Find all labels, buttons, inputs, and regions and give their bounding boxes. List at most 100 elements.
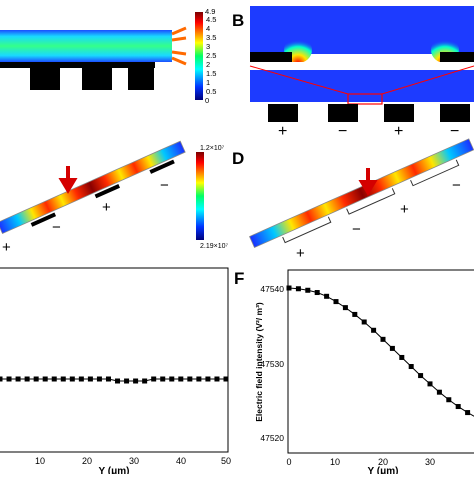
panel-f-data-point <box>437 390 442 395</box>
panel-b-electrode-top-left <box>250 52 292 62</box>
panel-e-data-point <box>187 377 192 382</box>
panel-e-xlabel: Y (μm) <box>99 466 130 474</box>
panel-e-data-point <box>16 377 21 382</box>
panel-b-electrode <box>384 104 414 122</box>
panel-a-outlet-branches <box>172 28 186 64</box>
panel-c-sign: + <box>2 239 11 256</box>
panel-b-gap <box>250 62 474 70</box>
panel-b-electrode <box>268 104 298 122</box>
panel-e-data-point <box>34 377 39 382</box>
panel-d-letter: D <box>232 149 244 168</box>
panel-b-electrode-sign: + <box>394 123 403 140</box>
panel-f-data-point <box>315 290 320 295</box>
panel-c-cbar-bottom: 2.19×10⁷ <box>200 243 228 250</box>
panel-b-electrode <box>328 104 358 122</box>
panel-c-cbar-top: 1.2×10⁷ <box>200 145 225 152</box>
panel-c: + − + − 1.2×10⁷ 2.19×10⁷ <box>0 141 228 256</box>
panel-a-electrode <box>82 68 112 90</box>
panel-d-sign: − <box>352 221 361 238</box>
panel-a-electrode <box>30 68 60 90</box>
panel-b-letter: B <box>232 11 244 30</box>
panel-a-cbar-tick: 3 <box>206 42 210 51</box>
panel-b: B + − + − <box>232 6 474 140</box>
panel-d-channel <box>250 139 474 248</box>
panel-a-cbar-tick: 2.5 <box>206 51 216 60</box>
panel-f-data-point-line <box>289 288 474 418</box>
panel-a-cbar-tick: 0.5 <box>206 87 216 96</box>
panel-c-channel <box>0 141 185 233</box>
panel-f-data-point <box>371 328 376 333</box>
panel-e-xtick: 10 <box>35 456 45 466</box>
panel-e-data-point <box>196 377 201 382</box>
panel-e-data-point <box>79 377 84 382</box>
panel-a-cbar-bottom: 0 <box>205 96 209 105</box>
panel-f-ylabel: Electric field intensity (V²/ m³) <box>254 302 264 422</box>
panel-b-electrode-sign: + <box>278 123 287 140</box>
panel-e-data-point <box>214 377 219 382</box>
panel-f-data-point <box>409 364 414 369</box>
panel-f-xlabel: Y (μm) <box>368 466 399 474</box>
panel-c-sign: − <box>52 219 61 236</box>
panel-f-xtick: 10 <box>330 457 340 467</box>
panel-a-electrode <box>128 68 154 90</box>
panel-f-data-point <box>287 286 292 291</box>
panel-e-data-point <box>52 377 57 382</box>
panel-d: D + − + − <box>232 139 474 262</box>
panel-e-data-point <box>0 377 3 382</box>
panel-e-xtick: 30 <box>129 456 139 466</box>
panel-f-data-point <box>418 373 423 378</box>
panel-f-data-point <box>324 294 329 299</box>
panel-e-data-point <box>43 377 48 382</box>
panel-f-data-point <box>352 312 357 317</box>
panel-f-letter: F <box>234 269 244 288</box>
panel-d-sign: + <box>400 201 409 218</box>
panel-b-electrode-sign: − <box>450 123 459 140</box>
panel-f-data-point <box>428 381 433 386</box>
panel-f-ytick: 47540 <box>260 284 284 294</box>
panel-c-arrow <box>62 166 74 190</box>
panel-e-series <box>0 377 229 384</box>
panel-e-data-point <box>160 377 165 382</box>
panel-e-data-point <box>133 379 138 384</box>
panel-d-channel-group <box>250 139 474 255</box>
panel-e-xtick: 40 <box>176 456 186 466</box>
panel-b-electrode-top-right <box>440 52 474 62</box>
panel-e-data-point <box>25 377 30 382</box>
panel-a-channel <box>0 30 172 62</box>
panel-d-arrow <box>362 168 374 192</box>
panel-f-data-point <box>390 346 395 351</box>
panel-f-data-point <box>399 355 404 360</box>
panel-f-data-point <box>343 305 348 310</box>
panel-e-data-point <box>142 379 147 384</box>
panel-f-data-point <box>296 286 301 291</box>
panel-b-field-bottom <box>250 70 474 102</box>
panel-e-data-point <box>178 377 183 382</box>
panel-b-electrode-sign: − <box>338 123 347 140</box>
panel-e-data-point <box>106 377 111 382</box>
panel-a-cbar-tick: 3.5 <box>206 33 216 42</box>
panel-e-data-point <box>151 377 156 382</box>
panel-e-data-point <box>205 377 210 382</box>
panel-f-data-point <box>381 337 386 342</box>
panel-e-data-point <box>169 377 174 382</box>
panel-f-data-point <box>305 288 310 293</box>
panel-e-xtick: 50 <box>221 456 231 466</box>
panel-f-data-point <box>362 319 367 324</box>
panel-e-data-point <box>97 377 102 382</box>
panel-e-axis-frame <box>0 268 228 452</box>
panel-c-sign: − <box>160 177 169 194</box>
panel-f-data-point <box>446 397 451 402</box>
panel-f-xtick: 0 <box>286 457 291 467</box>
panel-f-ytick: 47520 <box>260 433 284 443</box>
panel-a-cbar-tick: 1 <box>206 78 210 87</box>
panel-f-axis-frame <box>288 270 474 453</box>
panel-a-substrate-bar <box>0 62 155 68</box>
panel-a: 4.9 4.5 4 3.5 3 2.5 2 1.5 1 0.5 0 <box>0 7 216 105</box>
panel-f: F 47540 47530 47520 0 10 20 30 Y (μm) El… <box>234 269 474 474</box>
panel-e: 10 20 30 40 50 Y (μm) <box>0 268 231 474</box>
panel-e-xtick: 20 <box>82 456 92 466</box>
panel-e-data-point <box>124 379 129 384</box>
panel-e-data-point <box>88 377 93 382</box>
